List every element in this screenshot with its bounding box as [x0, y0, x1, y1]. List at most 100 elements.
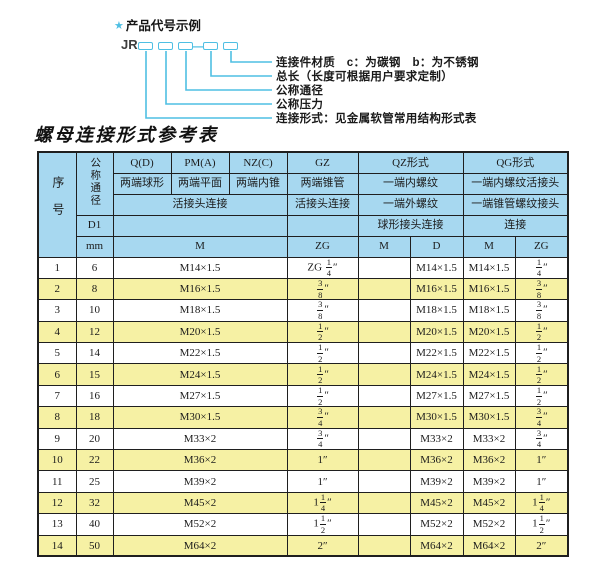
cell-m: M64×2 — [112, 534, 288, 557]
col-header-pm-sub: 两端平面 — [170, 172, 230, 195]
cell-qz-m — [357, 277, 411, 301]
table-row: 9 20 M33×2 3 4 ″ M33×2 M33×2 3 4 ″ — [37, 427, 569, 451]
table-row: 13 40 M52×2 1 1 2 ″ M52×2 M52×2 1 1 2 ″ — [37, 513, 569, 536]
header-union-connection: 活接头连接 — [112, 193, 288, 216]
header-empty-gz — [286, 214, 359, 237]
cell-qz-m — [357, 320, 411, 344]
col-header-mm: mm — [75, 235, 114, 258]
table-row: 2 8 M16×1.5 3 8 ″ M16×1.5 M16×1.5 3 8 ″ — [37, 277, 569, 301]
col-header-zg: ZG — [286, 235, 359, 258]
cell-qg-m: M33×2 — [462, 427, 516, 451]
cell-m: M18×1.5 — [112, 299, 288, 322]
col-header-d1: D1 — [75, 214, 114, 237]
cell-mm: 10 — [75, 299, 114, 322]
cell-gz: 3 4 ″ — [286, 427, 359, 451]
label-connection-form: 连接形式：见金属软管常用结构形式表 — [276, 113, 477, 125]
cell-gz: 1″ — [286, 470, 359, 493]
cell-mm: 14 — [75, 342, 114, 365]
cell-seq: 5 — [37, 342, 77, 365]
col-header-nz-sub: 两端内锥 — [228, 172, 288, 195]
cell-gz: ZG 1 4 ″ — [286, 256, 359, 279]
cell-qg-zg: 1 4 ″ — [514, 256, 569, 279]
cell-gz: 1 1 2 ″ — [286, 513, 359, 536]
cell-qz-d: M52×2 — [409, 513, 464, 536]
cell-mm: 25 — [75, 470, 114, 493]
col-header-qz-m: M — [357, 235, 411, 258]
cell-qz-d: M45×2 — [409, 491, 464, 515]
cell-qg-zg: 1 2 ″ — [514, 320, 569, 344]
cell-qg-zg: 1″ — [514, 470, 569, 493]
cell-qz-m — [357, 449, 411, 472]
cell-qg-zg: 1 2 ″ — [514, 363, 569, 386]
cell-qz-d: M36×2 — [409, 449, 464, 472]
col-header-qg-sub2: 一端锥管螺纹接头 — [462, 193, 569, 216]
cell-qg-zg: 3 4 ″ — [514, 427, 569, 451]
cell-m: M39×2 — [112, 470, 288, 493]
header-union-connection-gz: 活接头连接 — [286, 193, 359, 216]
cell-qg-m: M45×2 — [462, 491, 516, 515]
header-empty-left — [112, 214, 288, 237]
cell-m: M30×1.5 — [112, 406, 288, 429]
col-header-qg-zg: ZG — [514, 235, 569, 258]
code-box-material — [223, 42, 238, 50]
cell-qg-m: M24×1.5 — [462, 363, 516, 386]
cell-seq: 13 — [37, 513, 77, 536]
cell-mm: 12 — [75, 320, 114, 344]
cell-qg-m: M30×1.5 — [462, 406, 516, 429]
table-row: 3 10 M18×1.5 3 8 ″ M18×1.5 M18×1.5 3 8 ″ — [37, 299, 569, 322]
cell-mm: 15 — [75, 363, 114, 386]
cell-qz-m — [357, 384, 411, 408]
cell-mm: 22 — [75, 449, 114, 472]
cell-qz-m — [357, 406, 411, 429]
cell-qg-zg: 2″ — [514, 534, 569, 557]
cell-gz: 3 4 ″ — [286, 406, 359, 429]
cell-seq: 9 — [37, 427, 77, 451]
cell-m: M24×1.5 — [112, 363, 288, 386]
cell-seq: 6 — [37, 363, 77, 386]
cell-seq: 2 — [37, 277, 77, 301]
table-row: 7 16 M27×1.5 1 2 ″ M27×1.5 M27×1.5 1 2 ″ — [37, 384, 569, 408]
cell-gz: 2″ — [286, 534, 359, 557]
cell-qz-d: M18×1.5 — [409, 299, 464, 322]
cell-qz-m — [357, 470, 411, 493]
label-connector-material: 连接件材质 c：为碳钢 b：为不锈钢 — [276, 57, 479, 69]
cell-seq: 8 — [37, 406, 77, 429]
cell-qz-d: M20×1.5 — [409, 320, 464, 344]
cell-qg-zg: 1 1 4 ″ — [514, 491, 569, 515]
cell-qz-m — [357, 299, 411, 322]
cell-gz: 3 8 ″ — [286, 299, 359, 322]
col-header-qg-sub1: 一端内螺纹活接头 — [462, 172, 569, 195]
label-nominal-pressure: 公称压力 — [276, 99, 324, 111]
cell-gz: 1 2 ″ — [286, 320, 359, 344]
col-header-qz-sub3: 球形接头连接 — [357, 214, 464, 237]
cell-qg-zg: 1 2 ″ — [514, 384, 569, 408]
col-header-qz-sub2: 一端外螺纹 — [357, 193, 464, 216]
cell-mm: 20 — [75, 427, 114, 451]
cell-qg-zg: 1 2 ″ — [514, 342, 569, 365]
cell-qz-d: M30×1.5 — [409, 406, 464, 429]
col-header-qg: QG形式 — [462, 151, 569, 174]
cell-gz: 1 2 ″ — [286, 363, 359, 386]
cell-mm: 18 — [75, 406, 114, 429]
cell-gz: 3 8 ″ — [286, 277, 359, 301]
cell-seq: 3 — [37, 299, 77, 322]
cell-gz: 1 1 4 ″ — [286, 491, 359, 515]
cell-qz-d: M27×1.5 — [409, 384, 464, 408]
cell-qz-m — [357, 256, 411, 279]
cell-mm: 16 — [75, 384, 114, 408]
col-header-qg-sub3: 连接 — [462, 214, 569, 237]
cell-seq: 14 — [37, 534, 77, 557]
table-row: 6 15 M24×1.5 1 2 ″ M24×1.5 M24×1.5 1 2 ″ — [37, 363, 569, 386]
cell-qz-d: M64×2 — [409, 534, 464, 557]
col-header-qg-m: M — [462, 235, 516, 258]
col-header-gz-sub: 两端锥管 — [286, 172, 359, 195]
table-header: 序号 公称通径 Q(D) PM(A) NZ(C) GZ QZ形式 QG形式 两端… — [37, 151, 569, 258]
cell-qg-m: M20×1.5 — [462, 320, 516, 344]
col-header-qz-d: D — [409, 235, 464, 258]
cell-qg-zg: 3 4 ″ — [514, 406, 569, 429]
code-dash: — — [193, 39, 205, 53]
cell-qg-m: M39×2 — [462, 470, 516, 493]
table-row: 1 6 M14×1.5 ZG 1 4 ″ M14×1.5 M14×1.5 1 4 ″ — [37, 256, 569, 279]
cell-m: M14×1.5 — [112, 256, 288, 279]
product-code-prefix: JR — [121, 37, 138, 52]
